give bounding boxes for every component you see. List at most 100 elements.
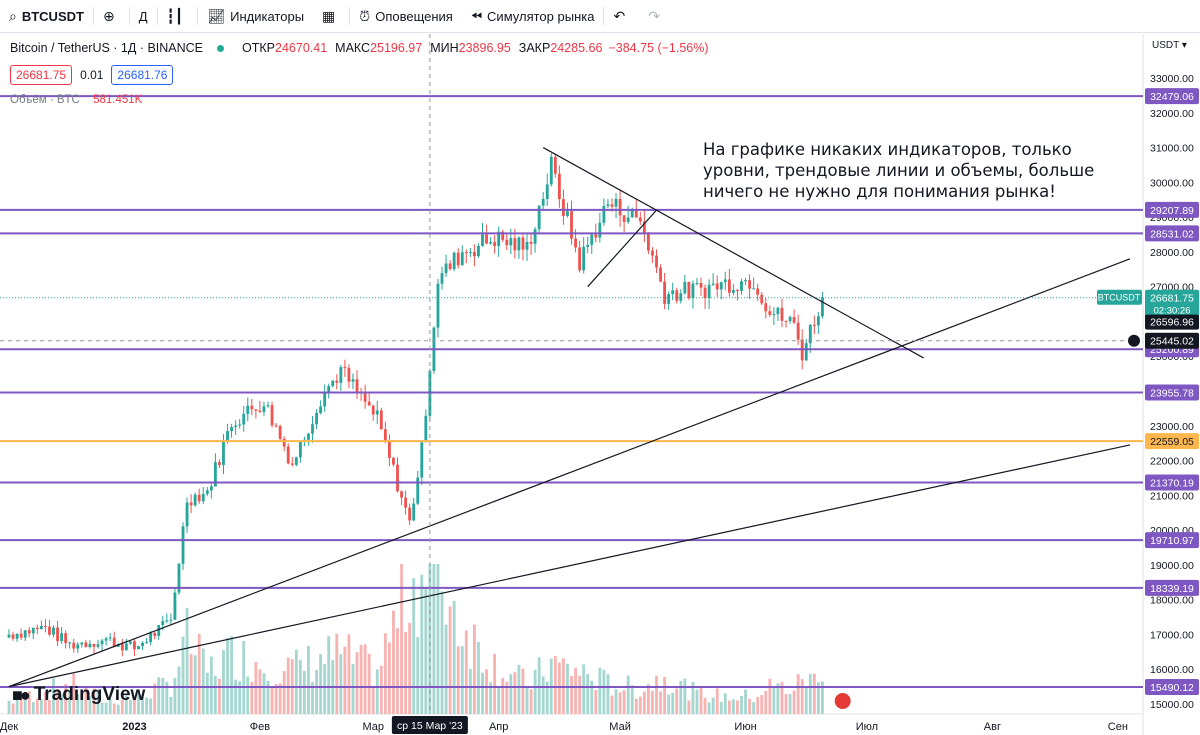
candle-body xyxy=(274,425,278,427)
indicators-label: Индикаторы xyxy=(230,8,305,24)
candle-body xyxy=(744,280,747,282)
trend-line xyxy=(587,209,657,288)
candle-body xyxy=(290,463,294,465)
candle-body xyxy=(444,263,448,273)
candle-body xyxy=(513,238,517,251)
candle-body xyxy=(610,204,614,207)
candle-body xyxy=(371,405,375,415)
sell-button[interactable]: 26681.75 xyxy=(10,65,73,85)
candle-body xyxy=(651,250,654,256)
candle-body xyxy=(796,322,800,340)
alerts-button[interactable]: ⏰︎ Оповещения xyxy=(350,0,462,33)
volume-bar xyxy=(756,697,760,714)
volume-bar xyxy=(618,692,622,714)
level-price-tag xyxy=(1145,384,1199,401)
candle-body xyxy=(149,632,153,643)
candle-body xyxy=(630,209,634,218)
candle-body xyxy=(181,526,185,564)
price-chart[interactable]: 15000.00 16000.00 17000.00 18000.00 19000.00… xyxy=(0,34,1200,735)
volume-bar xyxy=(181,636,185,714)
level-price-label: 23955.78 xyxy=(1150,388,1194,400)
alerts-label: Оповещения xyxy=(375,8,453,24)
candle-body xyxy=(699,282,703,288)
price-tick-label: 15000.00 xyxy=(1150,699,1194,711)
high-label: МАКС xyxy=(335,41,371,55)
economic-event-icon xyxy=(834,693,851,709)
volume-bar xyxy=(11,703,15,714)
chart-type-button[interactable]: ┇┃ xyxy=(158,0,198,33)
chart-area[interactable]: 15000.00 16000.00 17000.00 18000.00 19000.00… xyxy=(0,34,1200,735)
volume-bar xyxy=(400,564,403,714)
extra-price-label: 26596.96 xyxy=(1150,317,1194,329)
candle-body xyxy=(687,281,691,298)
candle-body xyxy=(748,280,752,289)
volume-bar xyxy=(489,682,493,714)
candle-body xyxy=(679,293,683,301)
candle-body xyxy=(436,283,440,328)
volume-bar xyxy=(420,574,424,714)
replay-button[interactable]: ⏪︎ Симулятор рынка xyxy=(462,0,604,33)
candle-body xyxy=(614,198,618,207)
volume-bar xyxy=(533,669,537,714)
volume-bar xyxy=(667,694,671,714)
volume-bar xyxy=(485,669,488,714)
volume-bar xyxy=(477,641,480,714)
low-value: 23896.95 xyxy=(458,41,511,55)
time-tick-label: Дек xyxy=(0,721,18,733)
volume-bar xyxy=(574,667,577,714)
candle-body xyxy=(64,633,68,644)
candle-body xyxy=(375,410,379,415)
undo-button[interactable]: ↶ xyxy=(604,0,639,33)
chart-annotation[interactable]: На графике никаких индикаторов, только у… xyxy=(703,140,1095,201)
compare-button[interactable]: ⊕ xyxy=(94,0,129,33)
interval-button[interactable]: Д xyxy=(130,0,157,33)
level-price-tag xyxy=(1145,579,1199,596)
candle-body xyxy=(351,379,355,382)
currency-selector[interactable]: USDT ▾ xyxy=(1152,40,1187,51)
price-tick-label: 16000.00 xyxy=(1150,664,1194,676)
volume-bar xyxy=(804,688,808,714)
time-tick-label: Фев xyxy=(250,721,270,733)
candle-body xyxy=(521,237,525,250)
replay-label: Симулятор рынка xyxy=(487,8,595,24)
level-price-label: 15490.12 xyxy=(1150,682,1194,694)
candle-body xyxy=(250,405,254,410)
symbol-search[interactable]: ⌕ BTCUSDT xyxy=(0,0,93,33)
candle-body xyxy=(339,367,343,383)
templates-button[interactable]: ▦ xyxy=(313,0,349,33)
candle-body xyxy=(821,297,824,317)
candle-body xyxy=(165,620,169,622)
candle-body xyxy=(440,272,444,284)
volume-bar xyxy=(213,675,217,714)
candle-body xyxy=(553,156,557,174)
brand-label: TradingView xyxy=(33,684,146,705)
volume-bar xyxy=(177,666,181,714)
indicators-button[interactable]: 📈︎ Индикаторы xyxy=(198,0,313,33)
undo-icon: ↶ xyxy=(613,7,626,24)
candle-body xyxy=(173,592,177,620)
candle-body xyxy=(659,267,662,282)
volume-bar xyxy=(161,677,165,714)
volume-bar xyxy=(444,624,448,714)
volume-bar xyxy=(780,682,784,714)
candle-body xyxy=(505,239,509,246)
candle-body xyxy=(582,246,586,271)
top-toolbar: ⌕ BTCUSDT ⊕ Д ┇┃ 📈︎ Индикаторы ▦ ⏰︎ Опов… xyxy=(0,0,1200,33)
volume-bar xyxy=(351,663,355,714)
volume-bar xyxy=(586,674,590,714)
volume-bar xyxy=(258,669,262,714)
crosshair-price-label: 25445.02 xyxy=(1150,336,1194,348)
buy-button[interactable]: 26681.76 xyxy=(111,65,174,85)
candle-body xyxy=(691,283,695,298)
level-price-label: 32479.06 xyxy=(1150,91,1194,103)
volume-bar xyxy=(505,681,509,714)
volume-bar xyxy=(133,696,136,714)
high-value: 25196.97 xyxy=(370,41,423,55)
volume-bar xyxy=(124,695,128,714)
candle-body xyxy=(363,391,367,402)
volume-bar xyxy=(88,696,92,714)
volume-bar xyxy=(659,691,662,714)
tradingview-logo[interactable]: ■● TradingView xyxy=(12,684,145,706)
volume-bar xyxy=(594,690,598,714)
redo-button[interactable]: ↷ xyxy=(639,0,674,33)
